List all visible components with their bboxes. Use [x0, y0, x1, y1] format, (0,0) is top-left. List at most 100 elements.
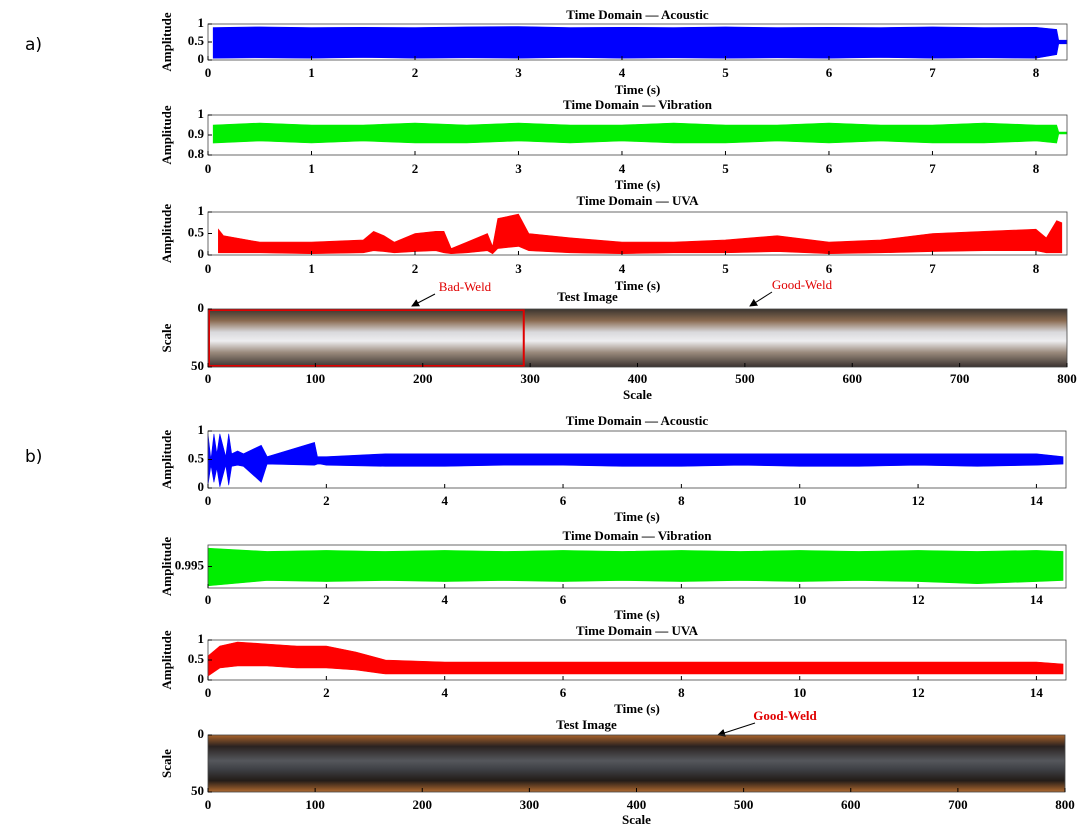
- y-axis-label: Amplitude: [159, 630, 174, 689]
- x-tick-label: 5: [722, 65, 729, 80]
- y-tick-label: 0: [198, 246, 205, 261]
- x-tick-label: 600: [843, 371, 863, 386]
- signal-band: [208, 434, 1063, 487]
- x-tick-label: 400: [628, 371, 648, 386]
- x-tick-label: 500: [735, 371, 755, 386]
- x-axis-label: Scale: [622, 812, 651, 827]
- x-tick-label: 12: [912, 493, 925, 508]
- signal-band: [208, 642, 1063, 676]
- x-tick-label: 0: [205, 592, 212, 607]
- y-tick-label: 50: [191, 358, 204, 373]
- y-tick-label: 0.5: [188, 651, 205, 666]
- y-axis-label: Scale: [159, 749, 174, 778]
- x-tick-label: 600: [841, 797, 861, 812]
- x-tick-label: 14: [1030, 592, 1044, 607]
- x-tick-label: 4: [441, 685, 448, 700]
- y-tick-label: 0.995: [175, 557, 205, 572]
- x-tick-label: 700: [950, 371, 970, 386]
- y-axis-label: Amplitude: [159, 12, 174, 71]
- x-tick-label: 2: [323, 592, 330, 607]
- x-tick-label: 800: [1057, 371, 1077, 386]
- signal-band: [213, 123, 1067, 143]
- x-tick-label: 2: [412, 161, 419, 176]
- x-tick-label: 6: [826, 65, 833, 80]
- x-tick-label: 12: [912, 592, 925, 607]
- x-tick-label: 0: [205, 371, 212, 386]
- y-axis-label: Amplitude: [159, 430, 174, 489]
- x-axis-label: Time (s): [615, 82, 661, 97]
- y-tick-label: 1: [198, 631, 205, 646]
- x-tick-label: 6: [826, 261, 833, 276]
- x-tick-label: 2: [323, 685, 330, 700]
- x-tick-label: 14: [1030, 493, 1044, 508]
- x-tick-label: 4: [441, 493, 448, 508]
- x-tick-label: 8: [678, 592, 685, 607]
- chart-title: Test Image: [556, 717, 617, 732]
- x-tick-label: 6: [560, 685, 567, 700]
- annotation: Good-Weld: [772, 277, 833, 292]
- x-tick-label: 10: [793, 493, 806, 508]
- x-tick-label: 500: [734, 797, 754, 812]
- y-axis-label: Amplitude: [159, 537, 174, 596]
- chart-title: Time Domain — UVA: [577, 193, 700, 208]
- x-tick-label: 3: [515, 161, 522, 176]
- y-tick-label: 0: [198, 671, 205, 686]
- x-tick-label: 4: [441, 592, 448, 607]
- chart-title: Time Domain — Acoustic: [566, 7, 709, 22]
- x-tick-label: 0: [205, 261, 212, 276]
- x-tick-label: 8: [1033, 65, 1040, 80]
- chart-title: Time Domain — Vibration: [563, 528, 713, 543]
- x-axis-label: Time (s): [615, 278, 661, 293]
- signal-band: [218, 214, 1061, 254]
- x-tick-label: 0: [205, 797, 212, 812]
- x-tick-label: 0: [205, 493, 212, 508]
- y-tick-label: 0.9: [188, 126, 205, 141]
- y-tick-label: 1: [198, 15, 205, 30]
- x-tick-label: 100: [306, 371, 326, 386]
- x-tick-label: 14: [1030, 685, 1044, 700]
- x-tick-label: 4: [619, 261, 626, 276]
- chart-title: Time Domain — Vibration: [563, 97, 713, 112]
- x-tick-label: 6: [560, 493, 567, 508]
- annotation-arrow: [412, 294, 435, 306]
- chart-title: Test Image: [557, 289, 618, 304]
- x-tick-label: 6: [826, 161, 833, 176]
- signal-band: [208, 548, 1063, 586]
- y-tick-label: 1: [198, 422, 205, 437]
- x-tick-label: 8: [1033, 261, 1040, 276]
- y-tick-label: 0: [198, 726, 205, 741]
- chart-title: Time Domain — UVA: [576, 623, 699, 638]
- x-tick-label: 10: [793, 685, 806, 700]
- x-tick-label: 7: [929, 261, 936, 276]
- y-axis-label: Scale: [159, 323, 174, 352]
- x-tick-label: 5: [722, 261, 729, 276]
- x-tick-label: 2: [412, 261, 419, 276]
- x-tick-label: 4: [619, 65, 626, 80]
- x-tick-label: 6: [560, 592, 567, 607]
- x-tick-label: 0: [205, 685, 212, 700]
- y-tick-label: 0.5: [188, 450, 205, 465]
- annotation: Good-Weld: [753, 708, 817, 723]
- annotation-arrow: [718, 723, 755, 735]
- x-tick-label: 8: [678, 493, 685, 508]
- y-axis-label: Amplitude: [159, 105, 174, 164]
- x-tick-label: 12: [912, 685, 925, 700]
- y-tick-label: 0: [198, 51, 205, 66]
- x-tick-label: 3: [515, 261, 522, 276]
- x-axis-label: Scale: [623, 387, 652, 402]
- x-tick-label: 2: [323, 493, 330, 508]
- x-tick-label: 2: [412, 65, 419, 80]
- y-tick-label: 1: [198, 203, 205, 218]
- signal-band: [213, 27, 1067, 59]
- x-axis-label: Time (s): [614, 701, 660, 716]
- x-tick-label: 1: [308, 65, 315, 80]
- figure: a) b) 01234567800.51Time Domain — Acoust…: [0, 0, 1082, 828]
- y-tick-label: 0: [198, 300, 205, 315]
- x-tick-label: 8: [678, 685, 685, 700]
- x-tick-label: 200: [413, 797, 433, 812]
- x-tick-label: 300: [520, 371, 540, 386]
- x-tick-label: 5: [722, 161, 729, 176]
- x-tick-label: 0: [205, 161, 212, 176]
- y-tick-label: 1: [198, 106, 205, 121]
- x-axis-label: Time (s): [614, 607, 660, 622]
